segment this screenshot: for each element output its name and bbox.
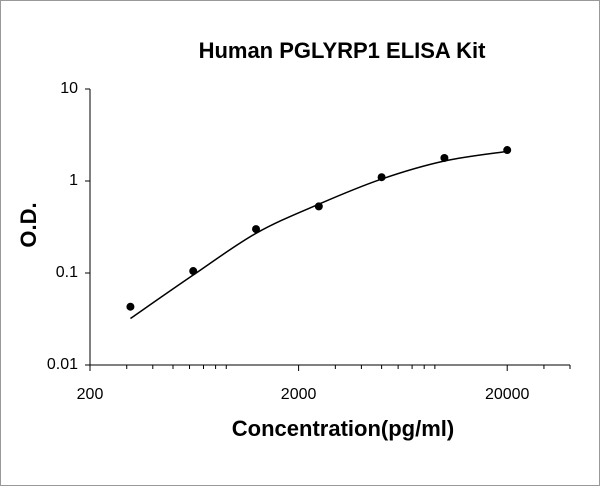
y-tick-label: 0.1 — [56, 264, 78, 281]
data-point — [126, 302, 135, 311]
x-axis-label: Concentration(pg/ml) — [232, 416, 454, 441]
chart-title: Human PGLYRP1 ELISA Kit — [199, 38, 487, 63]
data-point — [252, 225, 261, 234]
y-axis-label: O.D. — [16, 202, 41, 247]
data-point — [189, 267, 198, 276]
y-tick-label: 0.01 — [47, 356, 78, 373]
data-point — [503, 146, 512, 155]
data-point — [440, 153, 449, 162]
y-tick-label: 10 — [60, 80, 78, 97]
data-point — [314, 202, 323, 211]
x-tick-label: 20000 — [485, 386, 530, 403]
x-tick-label: 200 — [77, 386, 104, 403]
data-point — [377, 173, 386, 182]
y-tick-label: 1 — [69, 172, 78, 189]
x-tick-label: 2000 — [281, 386, 317, 403]
